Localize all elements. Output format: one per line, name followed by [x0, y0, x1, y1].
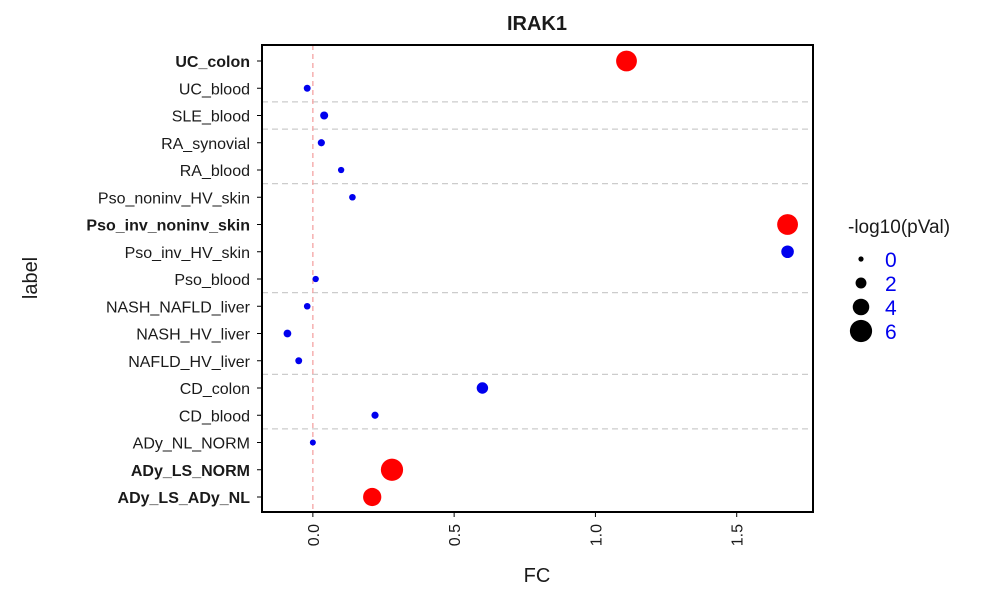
data-point — [363, 487, 382, 507]
data-point — [777, 214, 798, 235]
y-tick-label: CD_colon — [180, 381, 250, 398]
x-tick-label: 1.0 — [588, 524, 605, 546]
y-tick-label: RA_synovial — [161, 136, 250, 153]
y-tick-label: NASH_HV_liver — [136, 327, 250, 344]
y-tick-label: Pso_noninv_HV_skin — [98, 190, 250, 207]
data-point — [303, 84, 311, 92]
legend-label: 4 — [885, 297, 897, 320]
data-point — [616, 50, 637, 72]
x-axis-title: FC — [524, 565, 551, 587]
data-point — [781, 245, 794, 259]
data-point — [303, 302, 311, 310]
data-point — [476, 382, 489, 394]
data-point — [349, 193, 356, 201]
y-tick-label: ADy_NL_NORM — [133, 436, 250, 453]
y-tick-label: UC_colon — [175, 54, 250, 71]
x-tick-label: 0.5 — [447, 524, 464, 546]
data-point — [312, 275, 319, 283]
legend-label: 6 — [885, 321, 897, 344]
y-tick-label: Pso_blood — [174, 272, 250, 289]
y-tick-label: UC_blood — [179, 81, 250, 98]
y-tick-label: SLE_blood — [172, 109, 250, 126]
x-tick-label: 1.5 — [730, 524, 747, 546]
legend-key — [858, 256, 864, 262]
legend-key — [852, 298, 870, 316]
y-tick-label: CD_blood — [179, 408, 250, 425]
data-point — [295, 357, 303, 365]
data-point — [320, 111, 329, 120]
data-point — [309, 439, 316, 446]
legend-key — [855, 277, 867, 289]
y-axis-title: label — [20, 257, 42, 299]
y-tick-label: NAFLD_HV_liver — [128, 354, 250, 371]
data-point — [337, 166, 345, 174]
chart-title: IRAK1 — [507, 13, 567, 35]
legend-label: 0 — [885, 249, 897, 272]
data-point — [371, 411, 379, 419]
data-point — [283, 329, 292, 338]
y-tick-label: NASH_NAFLD_liver — [106, 299, 251, 316]
legend-title: -log10(pVal) — [848, 217, 950, 238]
y-tick-label: ADy_LS_ADy_NL — [118, 490, 251, 507]
y-tick-label: ADy_LS_NORM — [131, 463, 250, 480]
y-tick-label: Pso_inv_noninv_skin — [86, 218, 250, 235]
legend-key — [849, 319, 873, 343]
data-point — [380, 458, 404, 481]
legend-label: 2 — [885, 273, 897, 296]
plot-panel-border — [261, 44, 814, 513]
y-tick-label: Pso_inv_HV_skin — [125, 245, 250, 262]
data-point — [317, 139, 325, 147]
plot-area: UC_colon UC_blood SLE_blood RA_synovial RA_b… — [86, 44, 814, 546]
y-tick-label: RA_blood — [180, 163, 250, 180]
x-tick-label: 0.0 — [306, 524, 323, 546]
